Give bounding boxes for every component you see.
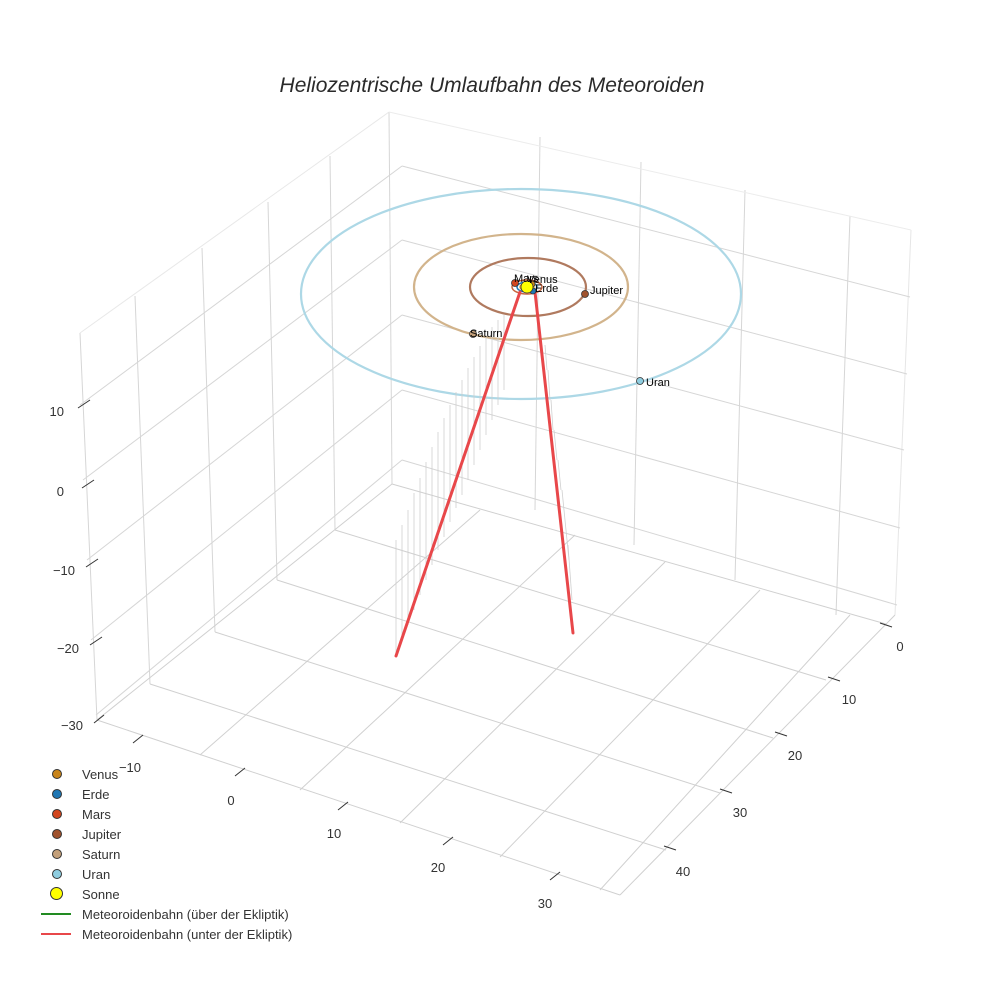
legend-item-jupiter[interactable]: Jupiter bbox=[36, 824, 292, 844]
mars-label: Mars bbox=[514, 273, 539, 285]
legend-label: Mars bbox=[82, 806, 111, 822]
y-tick-label: 0 bbox=[896, 639, 903, 654]
legend-item-erde[interactable]: Erde bbox=[36, 784, 292, 804]
sonne-marker bbox=[520, 280, 534, 294]
z-tick-label: 10 bbox=[50, 404, 64, 419]
meteoroid-path-below bbox=[394, 290, 575, 658]
legend: Venus Erde Mars Jupiter Saturn Uran Sonn… bbox=[36, 764, 292, 944]
legend-item-sonne[interactable]: Sonne bbox=[36, 884, 292, 904]
legend-label: Erde bbox=[82, 786, 110, 802]
legend-label: Venus bbox=[82, 766, 119, 782]
legend-item-meteoroid-below[interactable]: Meteoroidenbahn (unter der Ekliptik) bbox=[36, 924, 292, 944]
legend-item-saturn[interactable]: Saturn bbox=[36, 844, 292, 864]
z-tick-label: −20 bbox=[57, 641, 79, 656]
drop-lines-right bbox=[544, 344, 573, 601]
venus-legend-icon bbox=[52, 769, 62, 779]
x-tick-label: −10 bbox=[119, 760, 141, 775]
legend-label: Meteoroidenbahn (über der Ekliptik) bbox=[82, 906, 289, 922]
erde-label: Erde bbox=[535, 283, 558, 295]
y-axis: 0 10 20 30 40 bbox=[663, 622, 904, 879]
x-tick-label: 20 bbox=[431, 860, 445, 875]
saturn-label: Saturn bbox=[470, 328, 502, 340]
y-tick-label: 40 bbox=[676, 864, 690, 879]
legend-label: Meteoroidenbahn (unter der Ekliptik) bbox=[82, 926, 293, 942]
legend-label: Uran bbox=[82, 866, 111, 882]
red-line-legend-icon bbox=[41, 933, 71, 935]
back-wall-right bbox=[388, 111, 912, 616]
floor-grid bbox=[96, 483, 896, 896]
z-tick-label: −30 bbox=[61, 718, 83, 733]
saturn-orbit bbox=[412, 232, 630, 342]
z-tick-label: −10 bbox=[53, 563, 75, 578]
mars-orbit bbox=[511, 279, 543, 295]
erde-legend-icon bbox=[52, 789, 62, 799]
planet-labels: Mars Venus Erde Jupiter Saturn Uran bbox=[470, 273, 670, 389]
x-tick-label: 30 bbox=[538, 896, 552, 911]
y-tick-label: 30 bbox=[733, 805, 747, 820]
jupiter-marker bbox=[581, 290, 589, 298]
orbits bbox=[299, 187, 743, 401]
venus-label: Venus bbox=[527, 274, 558, 286]
z-axis: 10 0 −10 −20 −30 bbox=[50, 399, 105, 733]
chart-title: Heliozentrische Umlaufbahn des Meteoroid… bbox=[279, 74, 705, 97]
green-line-legend-icon bbox=[41, 913, 71, 915]
legend-item-meteoroid-above[interactable]: Meteoroidenbahn (über der Ekliptik) bbox=[36, 904, 292, 924]
jupiter-label: Jupiter bbox=[590, 285, 623, 297]
legend-label: Sonne bbox=[82, 886, 120, 902]
mars-legend-icon bbox=[52, 809, 62, 819]
legend-item-uran[interactable]: Uran bbox=[36, 864, 292, 884]
planet-markers[interactable] bbox=[469, 279, 644, 385]
legend-item-mars[interactable]: Mars bbox=[36, 804, 292, 824]
x-axis: −10 0 10 20 30 bbox=[119, 734, 561, 911]
x-tick-label: 10 bbox=[327, 826, 341, 841]
sonne-legend-icon bbox=[50, 887, 63, 900]
saturn-legend-icon bbox=[52, 849, 62, 859]
y-tick-label: 10 bbox=[842, 692, 856, 707]
y-tick-label: 20 bbox=[788, 748, 802, 763]
uran-legend-icon bbox=[52, 869, 62, 879]
x-tick-label: 0 bbox=[227, 793, 234, 808]
legend-label: Jupiter bbox=[82, 826, 122, 842]
z-tick-label: 0 bbox=[57, 484, 64, 499]
uran-label: Uran bbox=[646, 377, 670, 389]
legend-item-venus[interactable]: Venus bbox=[36, 764, 292, 784]
jupiter-orbit bbox=[468, 256, 588, 318]
mars-marker bbox=[511, 279, 519, 287]
jupiter-legend-icon bbox=[52, 829, 62, 839]
saturn-marker bbox=[469, 330, 477, 338]
uran-marker bbox=[636, 377, 644, 385]
back-wall-left bbox=[79, 111, 403, 721]
uran-orbit bbox=[299, 187, 743, 401]
legend-label: Saturn bbox=[82, 846, 121, 862]
